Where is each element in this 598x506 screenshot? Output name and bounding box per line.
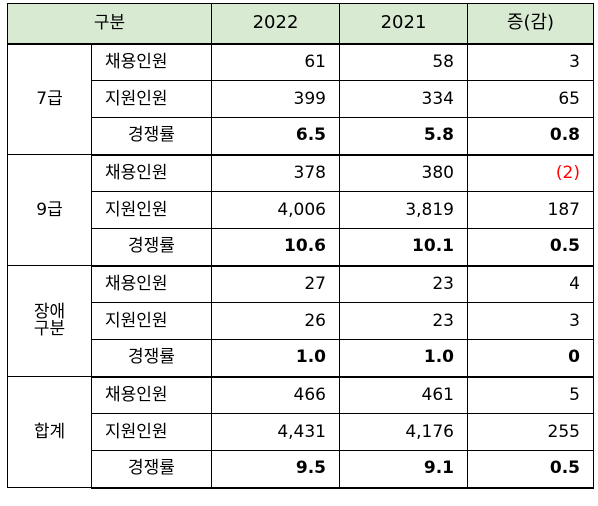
- cell-change: 187: [467, 191, 594, 229]
- cell-change: 0.5: [467, 450, 594, 489]
- cell-change: 0.5: [467, 228, 594, 267]
- table-row: 지원인원 26 23 3: [8, 302, 594, 340]
- cell-2021: 1.0: [339, 339, 468, 378]
- cell-change: 0.8: [467, 117, 594, 156]
- table-row: 경쟁률 1.0 1.0 0: [8, 339, 594, 378]
- group-label-line: 구분: [33, 319, 66, 339]
- cell-change: 5: [467, 376, 594, 414]
- table-row: 경쟁률 6.5 5.8 0.8: [8, 117, 594, 156]
- group-label-total: 합계: [7, 376, 92, 488]
- cell-2022: 4,431: [211, 413, 340, 451]
- row-label: 지원인원: [91, 302, 212, 340]
- header-change: 증(감): [467, 3, 594, 45]
- cell-change: 255: [467, 413, 594, 451]
- group-label-grade7: 7급: [7, 43, 92, 155]
- row-label: 경쟁률: [91, 117, 212, 156]
- cell-2021: 3,819: [339, 191, 468, 229]
- cell-2022: 1.0: [211, 339, 340, 378]
- cell-2021: 9.1: [339, 450, 468, 489]
- table-row: 9급 채용인원 378 380 (2): [7, 154, 594, 266]
- cell-2022: 26: [211, 302, 340, 340]
- cell-2022: 61: [211, 43, 340, 81]
- header-category: 구분: [7, 3, 212, 45]
- row-label: 채용인원: [91, 376, 212, 414]
- row-label: 채용인원: [91, 154, 212, 192]
- row-label: 경쟁률: [91, 228, 212, 267]
- table-row: 지원인원 399 334 65: [8, 80, 594, 118]
- cell-2021: 334: [339, 80, 468, 118]
- cell-change: 3: [467, 302, 594, 340]
- row-label: 지원인원: [91, 413, 212, 451]
- row-label: 채용인원: [91, 43, 212, 81]
- cell-change: 3: [467, 43, 594, 81]
- cell-change: 4: [467, 265, 594, 303]
- cell-2022: 4,006: [211, 191, 340, 229]
- row-label: 지원인원: [91, 191, 212, 229]
- row-label: 지원인원: [91, 80, 212, 118]
- recruitment-stats-table: 구분 2022 2021 증(감) 7급 채용인원 61 58 3 지원인원 3…: [7, 3, 594, 489]
- header-2021: 2021: [339, 3, 468, 45]
- cell-2021: 10.1: [339, 228, 468, 267]
- table-row: 7급 채용인원 61 58 3: [7, 43, 594, 155]
- group-label-grade9: 9급: [7, 154, 92, 266]
- cell-2021: 58: [339, 43, 468, 81]
- cell-change: 65: [467, 80, 594, 118]
- table-row: 경쟁률 10.6 10.1 0.5: [8, 228, 594, 267]
- table-row: 합계 채용인원 466 461 5: [7, 376, 594, 488]
- header-2022: 2022: [211, 3, 340, 45]
- cell-change: 0: [467, 339, 594, 378]
- header-row: 구분 2022 2021 증(감): [7, 3, 594, 45]
- cell-2022: 378: [211, 154, 340, 192]
- cell-2021: 4,176: [339, 413, 468, 451]
- group-label-disability: 장애 구분: [7, 265, 92, 377]
- cell-change: (2): [467, 154, 594, 192]
- cell-2022: 27: [211, 265, 340, 303]
- cell-2021: 5.8: [339, 117, 468, 156]
- cell-2021: 23: [339, 302, 468, 340]
- table-row: 지원인원 4,431 4,176 255: [8, 413, 594, 451]
- row-label: 경쟁률: [91, 339, 212, 378]
- row-label: 경쟁률: [91, 450, 212, 489]
- cell-2022: 399: [211, 80, 340, 118]
- negative-value: (2): [555, 162, 580, 183]
- cell-2021: 461: [339, 376, 468, 414]
- cell-2022: 9.5: [211, 450, 340, 489]
- cell-2022: 10.6: [211, 228, 340, 267]
- cell-2022: 6.5: [211, 117, 340, 156]
- group-label-line: 장애: [33, 302, 66, 322]
- cell-2021: 23: [339, 265, 468, 303]
- table-row: 장애 구분 채용인원 27 23 4: [7, 265, 594, 377]
- row-label: 채용인원: [91, 265, 212, 303]
- cell-2022: 466: [211, 376, 340, 414]
- table-row: 경쟁률 9.5 9.1 0.5: [8, 450, 594, 489]
- table-row: 지원인원 4,006 3,819 187: [8, 191, 594, 229]
- cell-2021: 380: [339, 154, 468, 192]
